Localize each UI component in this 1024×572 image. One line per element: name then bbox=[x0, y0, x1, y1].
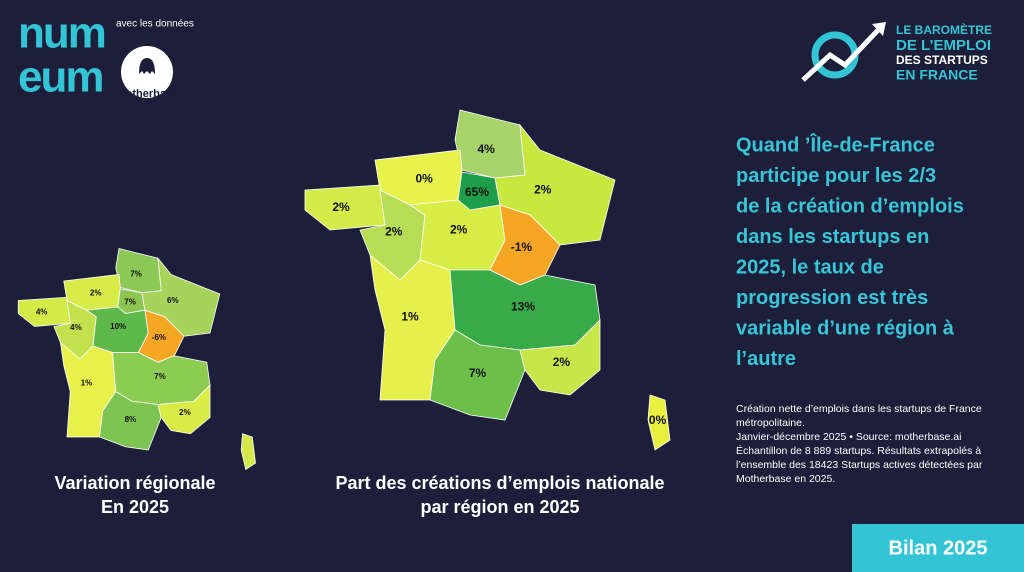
region bbox=[17, 296, 71, 327]
headline: progression est très bbox=[736, 287, 928, 309]
barometer-arrow bbox=[801, 26, 882, 82]
region bbox=[647, 394, 671, 451]
region-label: 0% bbox=[415, 171, 433, 185]
barometer-line: DES STARTUPS bbox=[896, 53, 988, 67]
region bbox=[429, 329, 526, 421]
region bbox=[304, 184, 386, 231]
map-title: En 2025 bbox=[101, 497, 169, 517]
region bbox=[157, 384, 211, 435]
region-label: 4% bbox=[477, 142, 495, 156]
headline: variable d’une région à bbox=[736, 317, 955, 339]
region-label: 6% bbox=[167, 296, 179, 305]
partner-icon bbox=[139, 58, 155, 74]
region-label: 2% bbox=[179, 408, 191, 417]
logo-line: eum bbox=[18, 53, 102, 102]
map-title: Variation régionale bbox=[54, 473, 215, 493]
note: Motherbase en 2025. bbox=[736, 473, 835, 485]
badge: Bilan 2025 bbox=[889, 537, 988, 559]
region-label: 0% bbox=[649, 413, 667, 427]
region-label: 2% bbox=[385, 225, 403, 239]
headline: 2025, le taux de bbox=[736, 256, 884, 278]
region-label: 7% bbox=[130, 269, 142, 278]
logo-line: num bbox=[18, 9, 105, 58]
note: métropolitaine. bbox=[736, 417, 805, 429]
map-title: Part des créations d’emplois nationale bbox=[335, 473, 664, 493]
note: Échantillon de 8 889 startups. Résultats… bbox=[736, 444, 981, 457]
barometer-line: DE L’EMPLOI bbox=[896, 37, 991, 54]
region bbox=[240, 433, 256, 471]
region-label: -1% bbox=[511, 240, 533, 254]
note: Création nette d’emplois dans les startu… bbox=[736, 403, 982, 415]
region-label: 1% bbox=[81, 378, 93, 387]
headline: l’autre bbox=[736, 348, 796, 370]
badge-box bbox=[852, 524, 1024, 572]
region-label: 13% bbox=[511, 300, 535, 314]
region-label: 4% bbox=[36, 307, 48, 316]
barometer-line: LE BAROMÈTRE bbox=[896, 22, 992, 37]
region-label: 8% bbox=[125, 415, 137, 424]
partner-logo bbox=[121, 46, 173, 98]
partner-name: motherbase bbox=[116, 88, 178, 100]
region-label: 7% bbox=[154, 372, 166, 381]
note: l’ensemble des 18423 Startups actives dé… bbox=[736, 459, 983, 471]
region-label: 10% bbox=[110, 322, 126, 331]
headline: participe pour les 2/3 bbox=[736, 165, 936, 187]
region bbox=[99, 390, 162, 451]
map: 4% 0% 65% 2% 2% 2% 2% -1% 1% 13% 7% 2% 0% bbox=[304, 109, 671, 451]
map: 7% 2% 7% 6% 4% 4% 10% -6% 1% 7% 8% 2% bbox=[17, 248, 256, 471]
note: Janvier-décembre 2025 • Source: motherba… bbox=[736, 431, 961, 443]
text-block: Variation régionale En 2025 Part des créat… bbox=[54, 132, 982, 516]
region-label: 2% bbox=[90, 289, 102, 298]
maps: 4%0%65% 2%2%2% 2%-1%1%13%7%2%0%7%2%7% 6%4%4… bbox=[17, 109, 671, 471]
region-label: 2% bbox=[534, 183, 552, 197]
headline: Quand ’Île-de-France bbox=[736, 132, 935, 156]
region-label: 2% bbox=[450, 223, 468, 237]
region-label: -6% bbox=[152, 333, 166, 342]
region-label: 2% bbox=[332, 200, 350, 214]
region-label: 7% bbox=[469, 366, 487, 380]
region-label: 1% bbox=[401, 310, 419, 324]
headline: dans les startups en bbox=[736, 226, 929, 248]
region-label: 2% bbox=[553, 355, 571, 369]
barometer-arrow-head bbox=[872, 22, 886, 36]
map-title: par région en 2025 bbox=[420, 497, 579, 517]
region bbox=[519, 319, 601, 396]
region-label: 65% bbox=[465, 185, 489, 199]
barometer-line: EN FRANCE bbox=[896, 67, 978, 83]
headline: de la création d’emplois bbox=[736, 195, 964, 217]
partner-caption: avec les données bbox=[116, 19, 194, 30]
region-label: 4% bbox=[70, 323, 82, 332]
region-label: 7% bbox=[124, 298, 136, 307]
